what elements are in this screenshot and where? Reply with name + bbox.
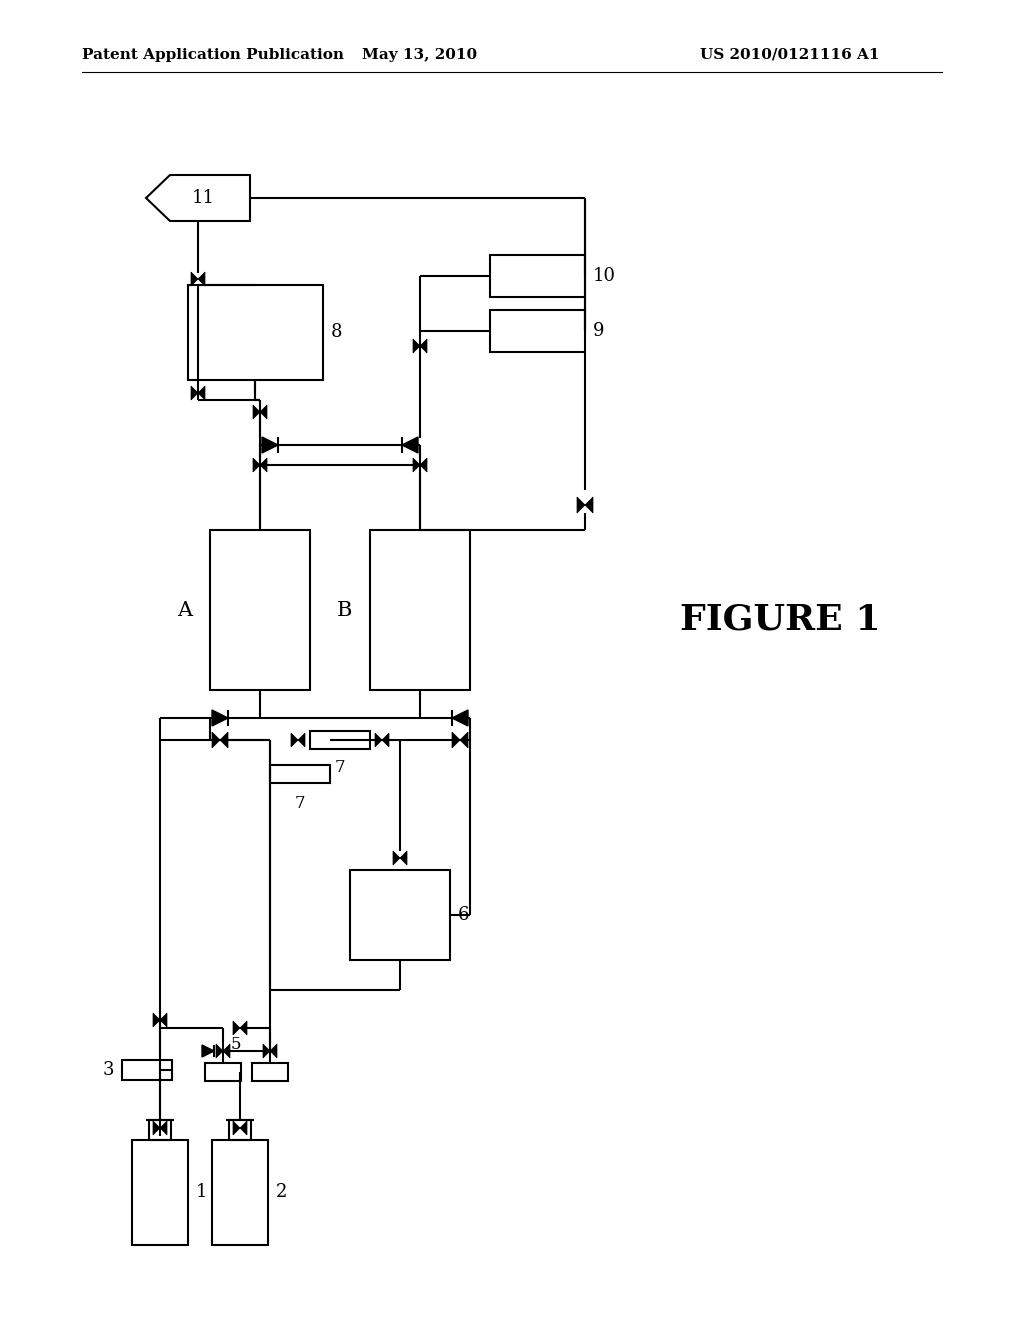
Polygon shape [393, 851, 407, 865]
Bar [490, 255, 585, 297]
Text: May 13, 2010: May 13, 2010 [362, 48, 477, 62]
Polygon shape [253, 458, 267, 473]
Polygon shape [253, 405, 267, 418]
Polygon shape [402, 437, 418, 453]
Polygon shape [452, 733, 468, 748]
Bar [188, 285, 323, 380]
Text: FIGURE 1: FIGURE 1 [680, 603, 881, 638]
Bar [212, 1140, 268, 1245]
Polygon shape [212, 710, 228, 726]
Polygon shape [191, 385, 205, 400]
Polygon shape [413, 339, 427, 352]
Polygon shape [191, 272, 205, 286]
Polygon shape [202, 1045, 214, 1057]
Polygon shape [375, 733, 389, 747]
Bar [132, 1140, 188, 1245]
Bar [205, 1063, 241, 1081]
Polygon shape [216, 1044, 230, 1059]
Polygon shape [263, 1044, 278, 1059]
Bar [350, 870, 450, 960]
Text: Patent Application Publication: Patent Application Publication [82, 48, 344, 62]
Polygon shape [212, 733, 228, 748]
Polygon shape [452, 710, 468, 726]
Polygon shape [153, 1121, 167, 1135]
Text: 5: 5 [230, 1036, 242, 1053]
Text: 1: 1 [196, 1183, 208, 1201]
Polygon shape [233, 1121, 247, 1135]
Polygon shape [413, 458, 427, 473]
Bar [122, 1060, 172, 1080]
Bar [229, 1119, 251, 1140]
Bar [370, 531, 470, 690]
Text: 11: 11 [191, 189, 214, 207]
Bar [490, 310, 585, 352]
Text: B: B [337, 601, 352, 619]
Polygon shape [233, 1020, 247, 1035]
Text: 7: 7 [295, 795, 305, 812]
Polygon shape [262, 437, 278, 453]
Polygon shape [291, 733, 305, 747]
Bar [210, 531, 310, 690]
Polygon shape [577, 498, 593, 513]
Text: 7: 7 [335, 759, 345, 776]
Bar [310, 731, 370, 748]
Text: 3: 3 [102, 1061, 114, 1078]
Text: A: A [177, 601, 193, 619]
Text: US 2010/0121116 A1: US 2010/0121116 A1 [700, 48, 880, 62]
Text: 2: 2 [276, 1183, 288, 1201]
Text: 6: 6 [458, 906, 469, 924]
Bar [270, 766, 330, 783]
Text: 9: 9 [593, 322, 604, 341]
Text: 8: 8 [331, 323, 342, 341]
Bar [150, 1119, 171, 1140]
Polygon shape [153, 1012, 167, 1027]
Text: 10: 10 [593, 267, 616, 285]
Bar [252, 1063, 288, 1081]
